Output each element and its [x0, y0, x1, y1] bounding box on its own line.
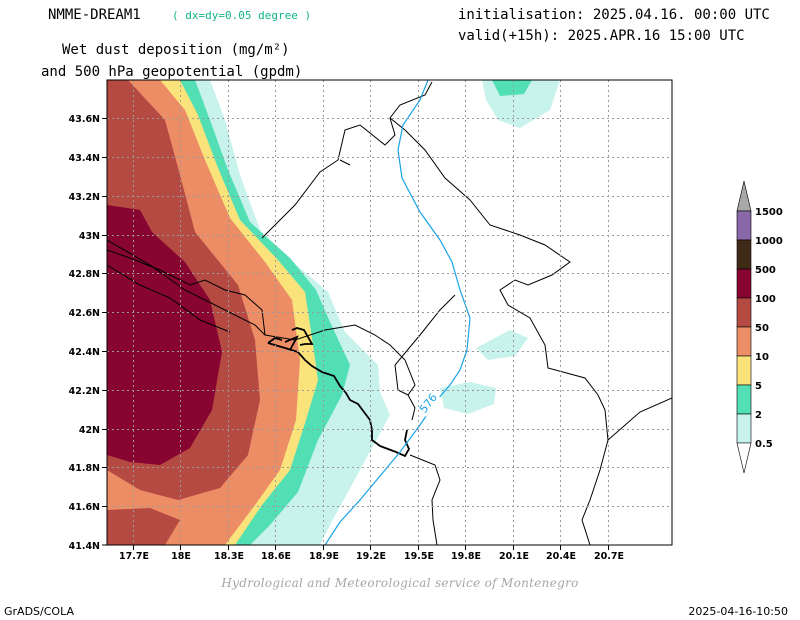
lat-label: 42.2N: [69, 386, 100, 397]
dust-level-0.5-patch: [476, 330, 528, 360]
legend-label: 0.5: [755, 439, 773, 450]
lon-label: 20.7E: [594, 551, 624, 562]
software-label: GrADS/COLA: [4, 605, 74, 618]
legend-label: 10: [755, 352, 769, 363]
lon-label: 18.3E: [214, 551, 244, 562]
lon-label: 19.2E: [356, 551, 386, 562]
axis-ticks: [102, 118, 609, 550]
legend-swatch: [736, 413, 752, 444]
legend-arrow-bottom: [736, 442, 752, 474]
lat-label: 43.4N: [69, 153, 100, 164]
lat-label: 43.2N: [69, 192, 100, 203]
color-legend: 0.5 2 5 10 50 100 500 1000 1500: [736, 180, 783, 474]
legend-swatch: [736, 355, 752, 386]
lat-label: 41.6N: [69, 502, 100, 513]
lon-label: 18E: [171, 551, 191, 562]
timestamp-label: 2025-04-16-10:50: [688, 605, 788, 618]
lat-label: 42N: [79, 425, 100, 436]
valid-time: valid(+15h): 2025.APR.16 15:00 UTC: [458, 28, 745, 44]
legend-swatch: [736, 210, 752, 241]
lon-label: 18.6E: [261, 551, 291, 562]
lat-label: 43.6N: [69, 114, 100, 125]
legend-label: 5: [755, 381, 762, 392]
legend-label: 50: [755, 323, 769, 334]
lat-label: 42.6N: [69, 308, 100, 319]
lon-label: 20.1E: [499, 551, 529, 562]
lon-label: 17.7E: [119, 551, 149, 562]
longitude-labels: 17.7E 18E 18.3E 18.6E 18.9E 19.2E 19.5E …: [119, 551, 624, 562]
dust-level-100: [107, 205, 222, 465]
credit-line: Hydrological and Meteorological service …: [221, 576, 579, 590]
lat-label: 43N: [79, 231, 100, 242]
map-title-line1: Wet dust deposition (mg/m²): [62, 42, 290, 58]
lat-label: 42.4N: [69, 347, 100, 358]
latitude-labels: 43.6N 43.4N 43.2N 43N 42.8N 42.6N 42.4N …: [69, 114, 100, 552]
model-resolution: ( dx=dy=0.05 degree ): [172, 9, 312, 22]
legend-label: 2: [755, 410, 762, 421]
map-title-line2: and 500 hPa geopotential (gpdm): [41, 64, 303, 80]
dust-level-2-patch: [492, 80, 532, 96]
legend-label: 1500: [755, 207, 783, 218]
geopotential-contour-576: [324, 80, 471, 545]
legend-arrow-top: [736, 180, 752, 212]
map-grid: [107, 80, 672, 545]
lon-label: 19.5E: [404, 551, 434, 562]
legend-label: 1000: [755, 236, 783, 247]
coastline: [267, 327, 411, 458]
lon-label: 18.9E: [309, 551, 339, 562]
model-name: NMME-DREAM1: [48, 7, 141, 23]
lat-label: 42.8N: [69, 269, 100, 280]
lon-label: 20.4E: [546, 551, 576, 562]
legend-label: 100: [755, 294, 776, 305]
initialisation-time: initialisation: 2025.04.16. 00:00 UTC: [458, 7, 770, 23]
legend-swatch: [736, 239, 752, 270]
legend-swatch: [736, 384, 752, 415]
lat-label: 41.8N: [69, 463, 100, 474]
legend-swatch: [736, 326, 752, 357]
legend-swatch: [736, 297, 752, 328]
legend-swatch: [736, 268, 752, 299]
lon-label: 19.8E: [451, 551, 481, 562]
legend-label: 500: [755, 265, 776, 276]
lat-label: 41.4N: [69, 541, 100, 552]
dust-level-50-edge: [107, 508, 180, 545]
